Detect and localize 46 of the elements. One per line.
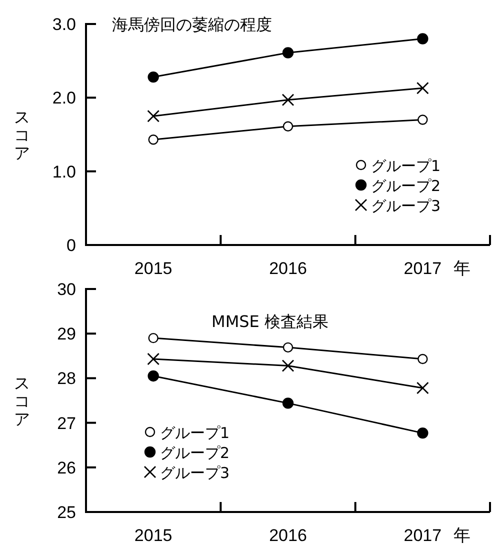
y-tick-label: 3.0 xyxy=(52,15,76,34)
point xyxy=(282,360,294,372)
point xyxy=(147,352,160,366)
y-tick-label: 1.0 xyxy=(52,162,76,182)
y-tick-label: 26 xyxy=(57,458,76,478)
x-tick-label: 2016 xyxy=(269,259,307,278)
point xyxy=(148,71,159,83)
point xyxy=(418,354,428,364)
y-axis-title: スコア xyxy=(14,374,30,428)
x-tick-label: 2017 xyxy=(404,526,442,545)
chart-title: 海馬傍回の萎縮の程度 xyxy=(112,15,272,34)
point xyxy=(417,427,428,439)
y-tick-label: 25 xyxy=(57,503,76,522)
point xyxy=(282,342,294,353)
legend-label: グループ1 xyxy=(160,424,230,442)
legend-label: グループ2 xyxy=(371,177,441,195)
point xyxy=(147,110,160,122)
point xyxy=(282,121,294,132)
point xyxy=(148,370,159,382)
y-tick-label: 28 xyxy=(57,369,76,388)
point xyxy=(148,332,158,344)
legend-label: グループ2 xyxy=(160,444,230,462)
y-tick-label: 2.0 xyxy=(52,88,76,108)
legend-label: グループ3 xyxy=(371,197,441,215)
point xyxy=(417,33,428,44)
legend-label: グループ3 xyxy=(160,464,230,482)
point xyxy=(416,82,429,94)
y-axis-title: スコア xyxy=(14,108,30,162)
legend-label: グループ1 xyxy=(371,157,441,175)
x-axis-title: 年 xyxy=(454,526,471,546)
point xyxy=(416,382,429,394)
y-tick-label: 30 xyxy=(57,280,76,299)
y-tick-label: 0 xyxy=(66,236,76,255)
x-tick-label: 2015 xyxy=(134,526,172,545)
text: MMSE 検査結果 xyxy=(212,312,328,331)
point xyxy=(418,114,428,125)
y-tick-label: 29 xyxy=(57,324,76,344)
x-tick-label: 2015 xyxy=(134,259,172,278)
point xyxy=(282,47,294,58)
x-tick-label: 2017 xyxy=(404,259,442,278)
point xyxy=(282,398,294,409)
point xyxy=(282,94,294,106)
y-tick-label: 27 xyxy=(57,414,76,433)
x-tick-label: 2016 xyxy=(269,526,307,545)
x-axis-title: 年 xyxy=(454,259,471,279)
point xyxy=(148,134,158,145)
